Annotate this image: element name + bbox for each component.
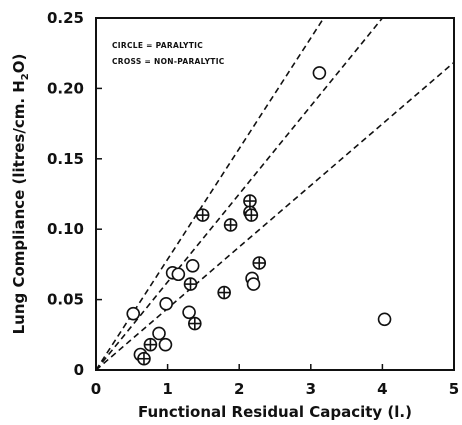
non-paralytic-point bbox=[183, 277, 198, 291]
paralytic-point bbox=[182, 305, 196, 320]
x-tick-label: 0 bbox=[91, 380, 101, 398]
paralytic-point bbox=[312, 66, 327, 80]
y-axis-title-main: Lung Compliance (litres/cm. H bbox=[10, 80, 28, 334]
non-paralytic-point bbox=[244, 208, 259, 222]
x-axis-title: Functional Residual Capacity (l.) bbox=[138, 403, 412, 421]
y-axis: 0 0.05 0.10 0.15 0.20 0.25 bbox=[47, 9, 102, 379]
legend: CIRCLE = PARALYTIC CROSS = NON-PARALYTIC bbox=[112, 41, 225, 66]
reference-line-2 bbox=[95, 17, 384, 371]
paralytic-point bbox=[126, 306, 141, 321]
y-tick-label: 0.10 bbox=[47, 220, 84, 238]
x-tick-label: 1 bbox=[162, 380, 172, 398]
y-tick-label: 0 bbox=[74, 361, 84, 379]
y-tick-label: 0.25 bbox=[47, 9, 84, 27]
data-points bbox=[126, 66, 392, 366]
y-tick-label: 0.20 bbox=[47, 79, 84, 97]
paralytic-point bbox=[185, 259, 200, 273]
non-paralytic-point bbox=[252, 256, 267, 270]
y-axis-title: Lung Compliance (litres/cm. H2O) bbox=[10, 54, 31, 335]
x-axis: 0 1 2 3 4 5 bbox=[91, 364, 459, 398]
non-paralytic-point bbox=[243, 194, 257, 208]
y-tick-label: 0.05 bbox=[47, 291, 84, 309]
x-tick-label: 2 bbox=[234, 380, 244, 398]
non-paralytic-point bbox=[195, 208, 210, 222]
non-paralytic-point bbox=[217, 285, 231, 300]
y-tick-label: 0.15 bbox=[47, 150, 84, 168]
x-tick-label: 5 bbox=[449, 380, 459, 398]
non-paralytic-point bbox=[188, 316, 202, 331]
x-tick-label: 4 bbox=[377, 380, 387, 398]
x-tick-label: 3 bbox=[306, 380, 316, 398]
plot-frame bbox=[95, 17, 455, 371]
reference-lines bbox=[95, 17, 455, 371]
y-axis-title-subscript: 2 bbox=[20, 73, 31, 80]
paralytic-point bbox=[246, 277, 261, 291]
paralytic-point bbox=[159, 297, 173, 311]
reference-line-3 bbox=[95, 61, 455, 371]
paralytic-point bbox=[158, 337, 173, 352]
paralytic-point bbox=[377, 312, 392, 327]
non-paralytic-point bbox=[143, 337, 158, 352]
legend-entry-paralytic: CIRCLE = PARALYTIC bbox=[112, 41, 203, 50]
non-paralytic-point bbox=[223, 218, 238, 232]
y-axis-title-end: O) bbox=[10, 54, 28, 74]
paralytic-point bbox=[152, 326, 166, 341]
legend-entry-non-paralytic: CROSS = NON-PARALYTIC bbox=[112, 57, 225, 66]
paralytic-point bbox=[171, 267, 186, 282]
non-paralytic-point bbox=[137, 351, 151, 366]
